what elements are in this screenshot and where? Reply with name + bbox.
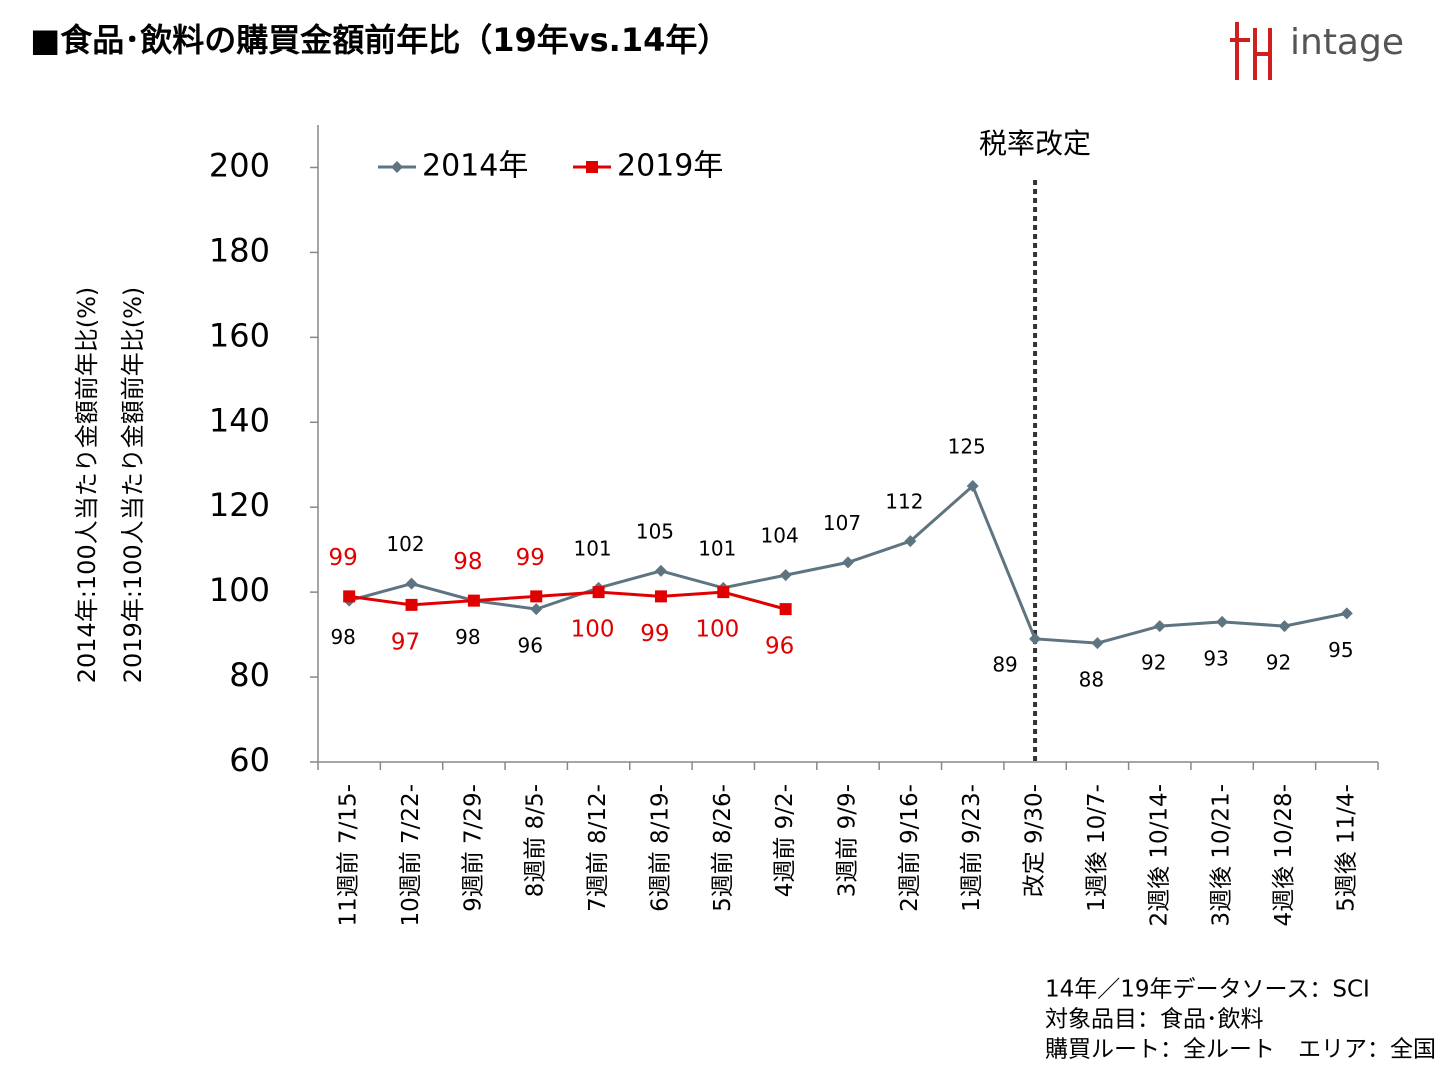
y-axis-title: 2014年:100人当たり金額前年比(%) (73, 287, 101, 684)
data-label: 125 (948, 434, 986, 458)
data-label: 100 (571, 617, 615, 643)
point (654, 590, 667, 603)
data-label: 89 (992, 652, 1017, 676)
data-label: 105 (636, 519, 674, 543)
x-tick-label: 5週前 8/26- (710, 784, 736, 912)
data-label: 93 (1203, 646, 1228, 670)
data-label: 102 (386, 532, 424, 556)
point (530, 590, 543, 603)
data-label: 100 (695, 617, 739, 643)
data-label: 96 (518, 634, 543, 658)
point (966, 479, 979, 492)
x-tick-label: 11週前 7/15- (336, 784, 362, 927)
annotation: 税率改定 (979, 127, 1091, 160)
x-tick-label: 3週前 9/9- (835, 784, 861, 897)
point (467, 594, 480, 607)
point (904, 535, 917, 548)
data-label: 92 (1266, 651, 1291, 675)
x-tick-label: 4週前 9/2- (772, 784, 798, 897)
x-tick-label: 9週前 7/29- (460, 784, 486, 912)
y-tick-label: 160 (209, 316, 270, 354)
point (717, 586, 730, 599)
point (530, 603, 543, 616)
data-label: 107 (823, 511, 861, 535)
point (1278, 620, 1291, 633)
chart-title: ■食品･飲料の購買金額前年比（19年vs.14年） (30, 21, 729, 59)
y-tick-label: 200 (209, 146, 270, 184)
x-tick-label: 1週後 10/7- (1084, 784, 1110, 912)
legend-label: 2014年 (422, 149, 528, 184)
x-tick-label: 7週前 8/12- (585, 784, 611, 912)
x-tick-label: 10週前 7/22- (398, 784, 424, 927)
data-label: 99 (516, 545, 545, 571)
data-label: 97 (391, 629, 420, 655)
data-label: 92 (1141, 651, 1166, 675)
data-label: 101 (573, 536, 611, 560)
y-axis-title: 2019年:100人当たり金額前年比(%) (119, 287, 147, 684)
y-tick-label: 100 (209, 571, 270, 609)
data-label: 98 (455, 625, 480, 649)
data-label: 112 (885, 490, 923, 514)
point (779, 603, 792, 616)
point (1029, 632, 1042, 645)
y-tick-label: 120 (209, 486, 270, 524)
y-tick-label: 80 (229, 656, 270, 694)
data-label: 104 (761, 524, 799, 548)
point (1153, 620, 1166, 633)
point (592, 586, 605, 599)
logo: intage (1290, 22, 1404, 63)
data-label: 88 (1079, 668, 1104, 692)
point (1216, 615, 1229, 628)
x-tick-label: 5週後 11/4- (1333, 784, 1359, 912)
logo-icon (1230, 22, 1272, 80)
data-label: 96 (765, 634, 794, 660)
point (391, 161, 403, 173)
x-tick-label: 3週後 10/21- (1209, 784, 1235, 927)
point (405, 577, 418, 590)
data-label: 98 (453, 549, 482, 575)
x-tick-label: 2週前 9/16- (897, 784, 923, 912)
y-tick-label: 60 (229, 741, 270, 779)
data-label: 99 (329, 545, 358, 571)
data-label: 101 (698, 536, 736, 560)
y-tick-label: 180 (209, 231, 270, 269)
x-tick-label: 8週前 8/5- (523, 784, 549, 897)
point (1091, 637, 1104, 650)
x-tick-label: 2週後 10/14- (1146, 784, 1172, 927)
point (405, 598, 418, 611)
data-label: 98 (330, 625, 355, 649)
point (586, 161, 598, 173)
series-line (348, 590, 787, 611)
y-tick-label: 140 (209, 401, 270, 439)
data-label: 95 (1328, 638, 1353, 662)
point (1340, 607, 1353, 620)
point (842, 556, 854, 569)
x-tick-label: 改定 9/30- (1022, 784, 1048, 897)
x-tick-label: 4週後 10/28- (1271, 784, 1297, 927)
note: 対象品目：食品･飲料 (1045, 1007, 1264, 1033)
note: 購買ルート：全ルート エリア：全国 (1045, 1037, 1436, 1063)
point (779, 569, 792, 582)
data-label: 99 (640, 621, 669, 647)
point (343, 590, 356, 603)
x-tick-label: 1週前 9/23- (959, 784, 985, 912)
point (654, 564, 667, 577)
note: 14年／19年データソース：SCI (1045, 977, 1370, 1003)
x-tick-label: 6週前 8/19- (647, 784, 673, 912)
legend-label: 2019年 (617, 149, 723, 184)
